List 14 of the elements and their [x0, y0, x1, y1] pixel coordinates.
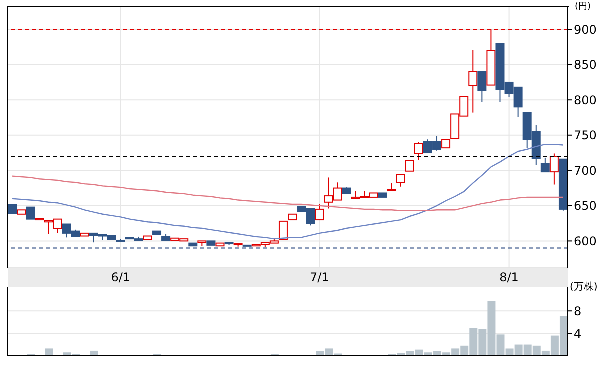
y-tick-label: 900	[574, 22, 597, 37]
x-tick-label: 8/1	[500, 270, 519, 285]
y-tick-label: 600	[574, 234, 597, 248]
y-tick-label: 650	[574, 199, 597, 214]
y-axis-title: (万株)	[570, 280, 598, 294]
x-tick-label: 6/1	[111, 270, 131, 285]
y-tick-label: 4	[574, 326, 582, 341]
y-tick-label: 850	[574, 58, 597, 72]
y-tick-label: 750	[574, 128, 597, 143]
y-tick-label: 700	[574, 164, 597, 178]
y-tick-label: 800	[574, 93, 597, 108]
x-tick-label: 7/1	[310, 270, 330, 285]
y-axis-title: (円)	[575, 2, 592, 13]
y-tick-label: 8	[574, 304, 582, 318]
